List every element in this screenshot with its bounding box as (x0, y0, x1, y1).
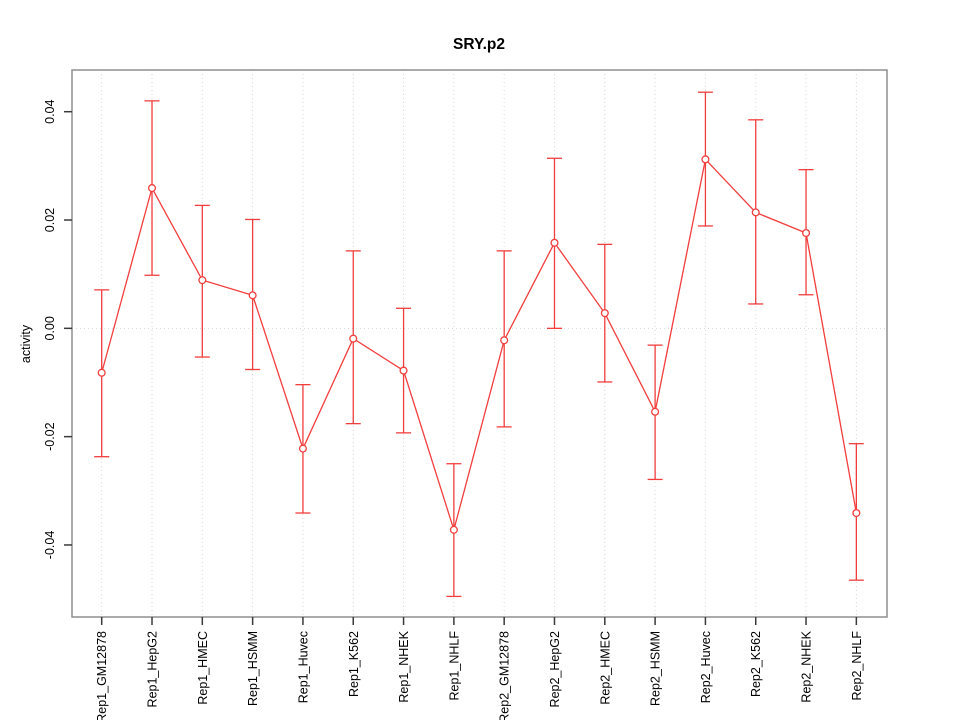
gridlines (72, 70, 887, 617)
data-point (651, 407, 660, 416)
x-tick-label: Rep2_NHEK (800, 630, 814, 702)
data-point (248, 291, 257, 300)
data-point (600, 309, 609, 318)
plot-box (71, 69, 888, 618)
data-point (198, 276, 207, 285)
x-tick-label: Rep2_HSMM (649, 631, 663, 706)
data-point (147, 184, 157, 193)
data-points (97, 155, 861, 534)
error-bars (94, 91, 864, 598)
x-tick-label: Rep2_HMEC (598, 631, 612, 705)
y-tick-label: 0.00 (43, 316, 57, 340)
x-tick-label: Rep1_NHLF (447, 631, 461, 701)
data-point (801, 228, 811, 238)
data-point (852, 508, 861, 518)
x-tick-label: Rep1_NHEK (397, 630, 411, 702)
x-tick-label: Rep2_Huvec (699, 631, 713, 703)
data-point (97, 368, 106, 377)
data-point (500, 336, 509, 345)
x-tick-label: Rep1_HepG2 (146, 631, 160, 707)
y-tick-label: -0.04 (43, 531, 57, 560)
y-axis-label: activity (19, 324, 33, 363)
data-point (751, 208, 760, 217)
x-tick-label: Rep1_Huvec (296, 631, 310, 703)
data-line-layer (101, 158, 857, 533)
data-point (298, 444, 307, 453)
x-tick-label: Rep1_HMEC (196, 631, 210, 705)
y-tick-label: 0.04 (43, 99, 57, 123)
x-tick-label: Rep1_K562 (347, 631, 361, 697)
chart-title: SRY.p2 (453, 36, 505, 53)
x-tick-label: Rep2_NHLF (850, 631, 864, 701)
x-tick-label: Rep2_K562 (749, 631, 763, 697)
data-point (550, 238, 559, 247)
data-line (101, 158, 857, 533)
y-tick-label: 0.02 (43, 208, 57, 232)
y-tick-labels: -0.04 -0.02 0.00 0.02 0.04 (43, 99, 57, 559)
x-tick-label: Rep2_HepG2 (548, 631, 562, 707)
data-point (399, 366, 408, 375)
axes (64, 69, 888, 625)
data-point (349, 334, 358, 343)
data-point (701, 155, 710, 164)
data-point (449, 525, 458, 534)
x-tick-label: Rep1_HSMM (246, 631, 260, 706)
x-tick-label: Rep1_GM12878 (95, 631, 109, 720)
y-tick-label: -0.02 (43, 422, 57, 451)
x-tick-label: Rep2_GM12878 (498, 631, 512, 720)
x-tick-labels: Rep1_GM12878 Rep1_HepG2 Rep1_HMEC Rep1_HSMM… (95, 630, 864, 720)
